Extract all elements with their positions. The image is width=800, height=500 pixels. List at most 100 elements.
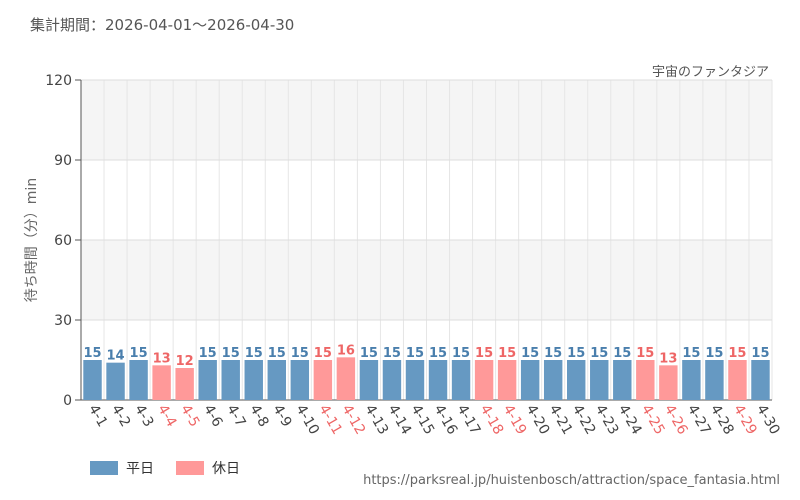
- bar-4-28: [705, 360, 724, 400]
- bar-4-25: [636, 360, 655, 400]
- bar-4-15: [405, 360, 425, 400]
- value-label-4-23: 15: [590, 346, 608, 361]
- bar-4-7: [221, 360, 240, 400]
- value-label-4-9: 15: [268, 346, 286, 361]
- value-label-4-17: 15: [452, 346, 470, 361]
- bar-4-18: [474, 360, 494, 400]
- y-tick-label: 60: [54, 233, 72, 249]
- legend-label-holiday: 休日: [212, 461, 240, 477]
- value-label-4-2: 14: [107, 349, 125, 364]
- value-label-4-5: 12: [176, 354, 194, 369]
- x-tick-label-4-16: 4-16: [431, 402, 461, 438]
- bar-4-5: [175, 368, 194, 400]
- x-tick-label-4-7: 4-7: [223, 402, 248, 430]
- bar-4-9: [267, 360, 286, 400]
- x-tick-label-4-27: 4-27: [684, 402, 714, 438]
- value-label-4-4: 13: [153, 351, 171, 366]
- period-label: 集計期間：2026-04-01～2026-04-30: [30, 16, 295, 34]
- value-label-4-27: 15: [682, 346, 700, 361]
- x-tick-label-4-20: 4-20: [523, 402, 553, 438]
- y-tick-label: 120: [45, 73, 72, 89]
- bar-4-17: [451, 360, 471, 400]
- x-tick-label-4-10: 4-10: [292, 402, 322, 438]
- bar-4-10: [290, 360, 310, 400]
- bar-4-8: [244, 360, 263, 400]
- value-label-4-16: 15: [429, 346, 447, 361]
- bar-4-13: [359, 360, 379, 400]
- bar-4-11: [313, 360, 333, 400]
- value-label-4-3: 15: [130, 346, 148, 361]
- x-tick-label-4-17: 4-17: [454, 402, 484, 438]
- legend-label-weekday: 平日: [126, 461, 154, 477]
- bar-4-14: [382, 360, 402, 400]
- y-tick-label: 30: [54, 313, 72, 329]
- legend-swatch-weekday: [90, 461, 118, 475]
- legend-item-holiday: 休日: [176, 458, 240, 478]
- value-label-4-12: 16: [337, 343, 355, 358]
- x-tick-label-4-2: 4-2: [108, 402, 133, 430]
- value-label-4-10: 15: [291, 346, 309, 361]
- value-label-4-26: 13: [659, 351, 677, 366]
- bar-4-23: [590, 360, 609, 400]
- bar-4-16: [428, 360, 448, 400]
- legend: 平日 休日: [90, 458, 262, 478]
- y-tick-label: 0: [63, 393, 72, 409]
- x-tick-label-4-26: 4-26: [661, 402, 691, 438]
- x-tick-label-4-8: 4-8: [246, 402, 271, 430]
- value-label-4-11: 15: [314, 346, 332, 361]
- bar-4-22: [567, 360, 586, 400]
- x-tick-label-4-5: 4-5: [177, 402, 202, 430]
- value-label-4-19: 15: [498, 346, 516, 361]
- value-label-4-21: 15: [544, 346, 562, 361]
- value-label-4-30: 15: [751, 346, 769, 361]
- x-tick-label-4-19: 4-19: [500, 402, 530, 438]
- y-tick-label: 90: [54, 153, 72, 169]
- value-label-4-1: 15: [83, 346, 101, 361]
- bar-4-12: [336, 357, 356, 400]
- value-label-4-18: 15: [475, 346, 493, 361]
- source-link[interactable]: https://parksreal.jp/huistenbosch/attrac…: [363, 473, 780, 488]
- x-tick-label-4-30: 4-30: [753, 402, 783, 438]
- value-label-4-14: 15: [383, 346, 401, 361]
- x-tick-label-4-18: 4-18: [477, 402, 507, 438]
- attraction-name: 宇宙のファンタジア: [651, 65, 769, 80]
- bar-4-24: [613, 360, 632, 400]
- x-tick-label-4-25: 4-25: [638, 402, 668, 438]
- x-tick-label-4-23: 4-23: [592, 402, 622, 438]
- x-tick-label-4-29: 4-29: [730, 402, 760, 438]
- value-label-4-29: 15: [728, 346, 746, 361]
- value-label-4-13: 15: [360, 346, 378, 361]
- x-tick-label-4-24: 4-24: [615, 402, 645, 438]
- x-tick-label-4-3: 4-3: [131, 402, 156, 430]
- bar-4-3: [129, 360, 148, 400]
- x-tick-label-4-11: 4-11: [315, 402, 345, 438]
- bar-4-2: [106, 362, 125, 400]
- bar-4-27: [682, 360, 701, 400]
- bar-4-4: [152, 365, 171, 400]
- bar-4-6: [198, 360, 217, 400]
- value-label-4-28: 15: [705, 346, 723, 361]
- x-tick-label-4-6: 4-6: [200, 402, 225, 430]
- x-tick-label-4-28: 4-28: [707, 402, 737, 438]
- x-tick-label-4-14: 4-14: [384, 402, 414, 438]
- value-label-4-8: 15: [245, 346, 263, 361]
- bar-4-26: [659, 365, 678, 400]
- value-label-4-22: 15: [567, 346, 585, 361]
- x-tick-label-4-4: 4-4: [154, 402, 179, 430]
- x-tick-label-4-12: 4-12: [338, 402, 368, 438]
- value-label-4-24: 15: [613, 346, 631, 361]
- bar-4-29: [728, 360, 747, 400]
- x-tick-label-4-13: 4-13: [361, 402, 391, 438]
- value-label-4-6: 15: [199, 346, 217, 361]
- x-tick-label-4-21: 4-21: [546, 402, 576, 438]
- value-label-4-7: 15: [222, 346, 240, 361]
- bar-4-20: [520, 360, 540, 400]
- bar-4-1: [83, 360, 102, 400]
- bar-4-19: [497, 360, 517, 400]
- value-label-4-15: 15: [406, 346, 424, 361]
- x-tick-label-4-1: 4-1: [85, 402, 110, 430]
- value-label-4-25: 15: [636, 346, 654, 361]
- x-tick-label-4-22: 4-22: [569, 402, 599, 438]
- bar-4-30: [751, 360, 770, 400]
